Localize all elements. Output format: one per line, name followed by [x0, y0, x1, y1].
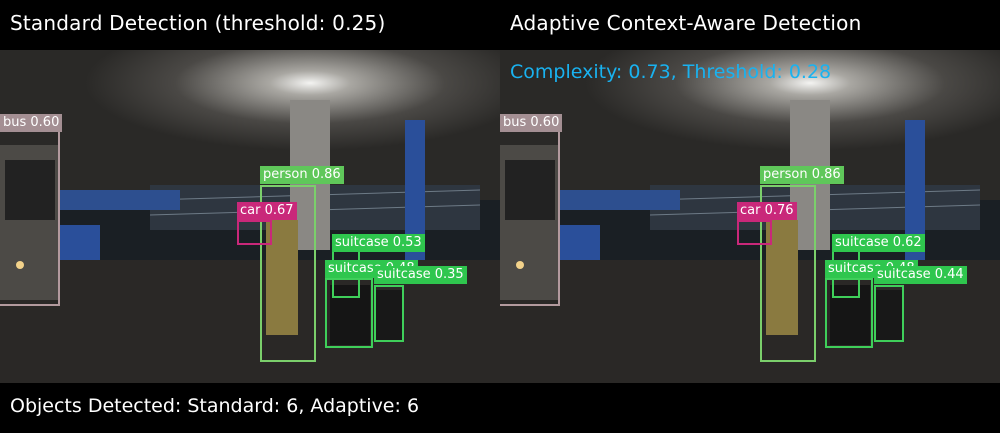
detection-image: bus 0.60 person 0.86 car 0.67 suitcase 0… [0, 50, 500, 383]
standard-detection-title: Standard Detection (threshold: 0.25) [10, 11, 386, 35]
complexity-threshold-status: Complexity: 0.73, Threshold: 0.28 [510, 61, 832, 83]
car-label: car 0.76 [737, 202, 797, 220]
suitcase-bounding-box-2 [825, 278, 873, 348]
standard-detection-panel: Standard Detection (threshold: 0.25) [0, 11, 500, 417]
adaptive-detection-panel: Adaptive Context-Aware Detection [500, 0, 1000, 433]
suitcase-label-1: suitcase 0.62 [832, 234, 925, 252]
person-label: person 0.86 [760, 166, 844, 184]
suitcase-label-3: suitcase 0.35 [374, 266, 467, 284]
person-bounding-box [260, 185, 316, 362]
bus-label: bus 0.60 [0, 114, 63, 132]
suitcase-label-3: suitcase 0.44 [874, 266, 967, 284]
airport-scene-illustration [500, 50, 1000, 383]
bus-bounding-box [500, 128, 560, 306]
objects-detected-summary: Objects Detected: Standard: 6, Adaptive:… [10, 395, 420, 417]
bus-bounding-box [0, 128, 60, 306]
suitcase-bounding-box-3 [374, 285, 404, 342]
car-label: car 0.67 [237, 202, 297, 220]
adaptive-detection-title: Adaptive Context-Aware Detection [510, 11, 862, 35]
car-bounding-box [237, 220, 272, 245]
suitcase-bounding-box-2 [325, 278, 373, 348]
bus-label: bus 0.60 [500, 114, 563, 132]
person-bounding-box [760, 185, 816, 362]
suitcase-label-1: suitcase 0.53 [332, 234, 425, 252]
car-bounding-box [737, 220, 772, 245]
detection-image: Complexity: 0.73, Threshold: 0.28 bus 0.… [500, 50, 1000, 383]
suitcase-bounding-box-3 [874, 285, 904, 342]
person-label: person 0.86 [260, 166, 344, 184]
